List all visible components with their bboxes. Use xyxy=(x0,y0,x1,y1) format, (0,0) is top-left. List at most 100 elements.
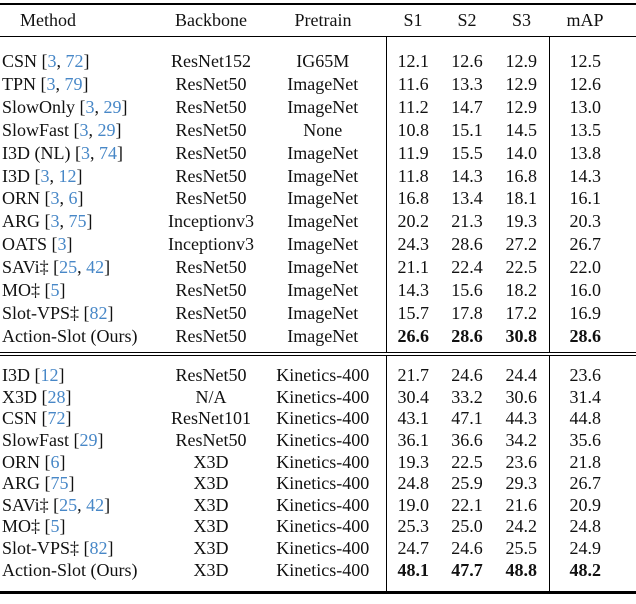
citation-link[interactable]: 3 xyxy=(80,142,90,163)
score-s3-cell: 12.9 xyxy=(505,51,538,71)
citation-link[interactable]: 6 xyxy=(68,188,78,209)
score-s1-cell: 16.8 xyxy=(385,187,440,211)
score-s1-cell: 48.1 xyxy=(385,559,440,593)
score-s1-cell: 24.3 xyxy=(385,233,440,257)
citation-link[interactable]: 3 xyxy=(40,165,50,186)
table-row: MO‡ [5] ResNet50 ImageNet 14.3 15.6 18.2 16.0 xyxy=(0,279,636,302)
citation-link[interactable]: 25 xyxy=(59,257,78,278)
table-row: CSN [3, 72] ResNet152 IG65M 12.1 12.6 12.9 12.… xyxy=(0,36,636,73)
method-cell: SAVi‡ [25, 42] xyxy=(2,257,111,278)
method-cell: Action-Slot (Ours) xyxy=(2,559,138,580)
score-s1-cell: 11.8 xyxy=(385,164,440,188)
backbone-cell: ResNet50 xyxy=(175,119,247,140)
citation-link[interactable]: 82 xyxy=(89,538,108,559)
citation-link[interactable]: 72 xyxy=(65,51,84,71)
map-cell: 13.5 xyxy=(548,118,636,142)
map-cell: 13.0 xyxy=(548,95,636,119)
score-s1-cell: 12.1 xyxy=(385,36,440,73)
table-row: SlowOnly [3, 29] ResNet50 ImageNet 11.2 14.7… xyxy=(0,95,636,119)
citation-link[interactable]: 75 xyxy=(50,473,69,494)
citation-link[interactable]: 79 xyxy=(64,73,83,94)
score-s3-cell: 25.5 xyxy=(505,538,538,559)
citation-link[interactable]: 72 xyxy=(47,408,66,429)
citation-link[interactable]: 3 xyxy=(79,119,89,140)
method-cell: SlowFast [3, 29] xyxy=(2,119,122,140)
backbone-cell: N/A xyxy=(195,386,227,407)
citation-link[interactable]: 82 xyxy=(89,302,108,323)
score-s3-cell: 30.8 xyxy=(505,325,538,346)
citation-link[interactable]: 75 xyxy=(68,211,87,232)
citation-link[interactable]: 12 xyxy=(58,165,77,186)
backbone-cell: ResNet50 xyxy=(175,142,247,163)
pretrain-cell: None xyxy=(303,119,343,140)
citation-link[interactable]: 3 xyxy=(46,73,56,94)
citation-link[interactable]: 3 xyxy=(47,51,57,71)
score-s2-cell: 33.2 xyxy=(451,386,483,407)
table-section-kinetics: I3D [12] ResNet50 Kinetics-400 21.7 24.6 24.4… xyxy=(0,355,636,593)
column-header-method: Method xyxy=(0,4,162,37)
citation-link[interactable]: 3 xyxy=(85,96,95,117)
score-s1-cell: 26.6 xyxy=(385,324,440,353)
score-s2-cell: 24.6 xyxy=(451,538,483,559)
method-cell: CSN [72] xyxy=(2,408,72,429)
method-cell: I3D (NL) [3, 74] xyxy=(2,142,123,163)
citation-link[interactable]: 3 xyxy=(50,211,60,232)
pretrain-cell: Kinetics-400 xyxy=(276,365,370,386)
map-cell: 21.8 xyxy=(548,451,636,474)
column-header-s3: S3 xyxy=(494,4,549,37)
pretrain-cell: IG65M xyxy=(296,51,350,71)
citation-link[interactable]: 42 xyxy=(86,257,105,278)
score-s1-cell: 36.1 xyxy=(385,430,440,452)
score-s2-cell: 28.6 xyxy=(451,325,483,346)
method-cell: I3D [3, 12] xyxy=(2,165,83,186)
citation-link[interactable]: 3 xyxy=(57,234,67,255)
score-s1-cell: 11.6 xyxy=(385,72,440,96)
score-s3-cell: 22.5 xyxy=(505,257,538,278)
score-s3-cell: 30.6 xyxy=(505,386,538,407)
score-s3-cell: 27.2 xyxy=(505,234,538,255)
backbone-cell: X3D xyxy=(193,451,229,472)
score-s3-cell: 12.9 xyxy=(505,96,538,117)
table-row: I3D [12] ResNet50 Kinetics-400 21.7 24.6 24.4… xyxy=(0,355,636,387)
pretrain-cell: Kinetics-400 xyxy=(276,559,370,580)
citation-link[interactable]: 5 xyxy=(50,280,60,301)
header-row: Method Backbone Pretrain S1 S2 S3 mAP xyxy=(0,4,636,37)
citation-link[interactable]: 29 xyxy=(103,96,122,117)
citation-link[interactable]: 12 xyxy=(40,365,59,386)
score-s1-cell: 20.2 xyxy=(385,210,440,234)
score-s1-cell: 30.4 xyxy=(385,386,440,409)
citation-link[interactable]: 25 xyxy=(59,494,78,515)
score-s1-cell: 24.7 xyxy=(385,538,440,560)
column-header-map: mAP xyxy=(549,4,636,37)
pretrain-cell: ImageNet xyxy=(287,96,359,117)
table-row: TPN [3, 79] ResNet50 ImageNet 11.6 13.3 12.9 1… xyxy=(0,72,636,96)
score-s1-cell: 15.7 xyxy=(385,301,440,325)
map-cell: 24.8 xyxy=(548,516,636,539)
citation-link[interactable]: 6 xyxy=(50,451,60,472)
score-s1-cell: 11.9 xyxy=(385,141,440,165)
score-s2-cell: 17.8 xyxy=(451,302,483,323)
results-table: Method Backbone Pretrain S1 S2 S3 mAP CS… xyxy=(0,3,636,595)
map-cell: 16.0 xyxy=(548,279,636,302)
score-s3-cell: 18.1 xyxy=(505,188,538,209)
table-row: Action-Slot (Ours) X3D Kinetics-400 48.1 47.… xyxy=(0,559,636,593)
score-s3-cell: 34.2 xyxy=(505,430,538,451)
citation-link[interactable]: 29 xyxy=(79,430,98,451)
map-cell: 12.6 xyxy=(548,72,636,96)
score-s2-cell: 14.7 xyxy=(451,96,483,117)
citation-link[interactable]: 29 xyxy=(97,119,116,140)
citation-link[interactable]: 74 xyxy=(98,142,117,163)
citation-link[interactable]: 5 xyxy=(50,516,60,537)
table-row: SlowFast [3, 29] ResNet50 None 10.8 15.1 14.5… xyxy=(0,118,636,142)
score-s1-cell: 11.2 xyxy=(385,95,440,119)
citation-link[interactable]: 42 xyxy=(86,494,105,515)
map-cell: 31.4 xyxy=(548,386,636,409)
map-cell: 13.8 xyxy=(548,141,636,165)
column-header-s1: S1 xyxy=(386,4,440,37)
method-cell: I3D [12] xyxy=(2,365,65,386)
citation-link[interactable]: 3 xyxy=(50,188,60,209)
pretrain-cell: Kinetics-400 xyxy=(276,538,370,559)
backbone-cell: X3D xyxy=(193,516,229,537)
map-cell: 35.6 xyxy=(548,430,636,452)
citation-link[interactable]: 28 xyxy=(47,386,66,407)
